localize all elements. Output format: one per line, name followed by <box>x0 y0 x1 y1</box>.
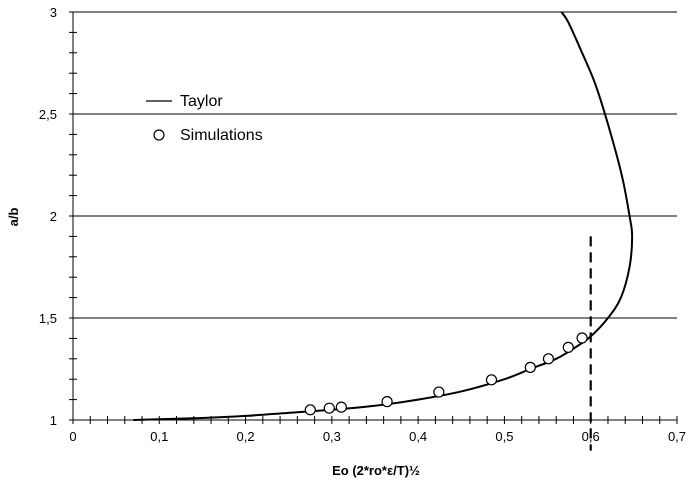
simulation-point <box>323 402 335 414</box>
simulation-point <box>562 341 574 353</box>
x-ticks: 00,10,20,30,40,50,60,7 <box>69 416 686 444</box>
gridlines <box>73 11 677 319</box>
simulation-point <box>304 404 316 416</box>
y-tick-label: 1,5 <box>39 311 57 326</box>
y-ticks: 1 1,5 2 2,5 3 <box>39 5 77 428</box>
x-axis-title: Eo (2*ro*ε/T)½ <box>332 463 420 478</box>
simulation-point <box>335 401 347 413</box>
x-tick-label: 0,3 <box>323 429 341 444</box>
x-tick-label: 0 <box>69 429 76 444</box>
x-tick-label: 0,1 <box>150 429 168 444</box>
legend-label-taylor: Taylor <box>180 93 223 110</box>
x-tick-label: 0,5 <box>495 429 513 444</box>
y-tick-label: 1 <box>50 413 57 428</box>
x-tick-label: 0,4 <box>409 429 427 444</box>
simulation-point <box>485 374 498 386</box>
simulation-point <box>542 353 555 365</box>
y-tick-label: 3 <box>50 5 57 20</box>
simulation-point <box>524 361 536 373</box>
y-tick-label: 2,5 <box>39 107 57 122</box>
taylor-curve <box>133 11 634 421</box>
simulation-point <box>576 332 588 344</box>
simulation-point <box>433 386 445 398</box>
legend: Taylor Simulations <box>146 93 263 144</box>
plot-area <box>133 11 634 451</box>
y-axis-title: a/b <box>6 208 21 227</box>
x-tick-label: 0,2 <box>237 429 255 444</box>
x-tick-label: 0,7 <box>668 429 686 444</box>
simulation-point <box>381 396 393 408</box>
legend-label-simulations: Simulations <box>180 127 263 144</box>
y-tick-label: 2 <box>50 209 57 224</box>
legend-circle-swatch <box>153 129 165 141</box>
